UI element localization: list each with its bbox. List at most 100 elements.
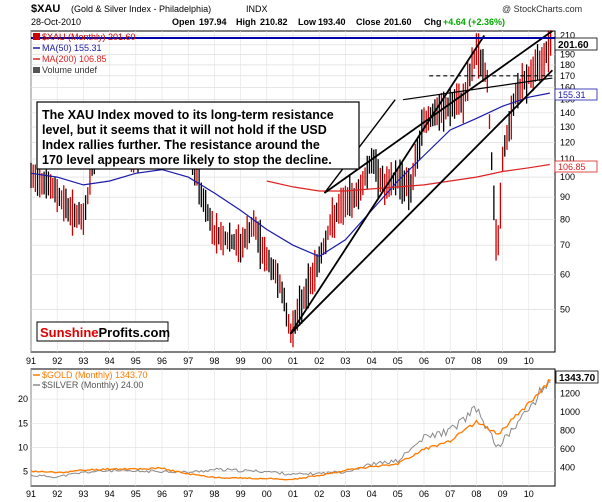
close-label: Close <box>356 17 381 27</box>
sunshine-profits-logo: SunshineProfits.com <box>36 321 170 342</box>
price-y-tick: 50 <box>560 304 570 314</box>
legend-ma50: MA(50) 155.31 <box>42 43 102 53</box>
channel-upper-line <box>289 35 486 335</box>
open-label: Open <box>172 17 195 27</box>
price-x-tick: 92 <box>52 356 62 366</box>
metals-plot <box>30 378 551 481</box>
metals-x-tick: 93 <box>78 489 88 499</box>
tag-gold: 1343.70 <box>559 373 596 384</box>
ma200-line <box>266 163 550 192</box>
logo-part-2: Profits <box>99 325 140 340</box>
annotation-box: The XAU Index moved to its long-term res… <box>36 101 360 170</box>
metals-x-tick: 94 <box>105 489 115 499</box>
ma50-line <box>30 92 550 258</box>
price-x-tick: 91 <box>26 356 36 366</box>
annotation-frame <box>36 101 360 170</box>
price-x-tick: 07 <box>445 356 455 366</box>
metals-x-tick: 07 <box>445 489 455 499</box>
silver-y-tick: 10 <box>18 442 28 452</box>
channel-left-line <box>323 99 396 194</box>
price-x-axis: 91 92 93 94 95 96 97 98 99 00 01 02 03 04 05 06 07 08 09 10 <box>26 356 534 366</box>
logo-frame <box>36 321 169 342</box>
price-y-tick: 110 <box>560 154 574 164</box>
price-x-tick: 01 <box>288 356 298 366</box>
price-x-tick: 04 <box>367 356 377 366</box>
price-y-tick: 210 <box>560 30 575 40</box>
price-x-tick: 00 <box>262 356 272 366</box>
price-x-tick: 95 <box>131 356 141 366</box>
gold-y-tick: 1200 <box>560 389 580 399</box>
price-tag-ma200: 106.85 <box>554 160 598 173</box>
annotation-line-3: Index rallies further. The resistance ar… <box>42 138 320 152</box>
annotation-line-4: 170 level appears more likely to stop th… <box>42 153 332 167</box>
high-label: High <box>236 17 256 27</box>
channel-lower-line <box>289 69 554 335</box>
legend-main: $XAU (Monthly) 201.60 <box>42 32 136 42</box>
chg-value: +4.64 (+2.36%) <box>443 17 505 27</box>
metals-grid <box>30 369 555 486</box>
price-x-tick: 10 <box>524 356 534 366</box>
price-x-tick: 99 <box>236 356 246 366</box>
resistance-line-gray <box>402 77 553 101</box>
price-y-tick: 160 <box>560 82 575 92</box>
legend-main-swatch <box>33 33 40 40</box>
legend-gold: $GOLD (Monthly) 1343.70 <box>42 370 148 380</box>
metals-x-tick: 06 <box>419 489 429 499</box>
metals-x-tick: 02 <box>314 489 324 499</box>
metals-x-tick: 05 <box>393 489 403 499</box>
metals-legend: $GOLD (Monthly) 1343.70 $SILVER (Monthly… <box>33 370 148 390</box>
gold-y-tick: 1000 <box>560 407 580 417</box>
gold-y-tick: 400 <box>560 463 575 473</box>
price-x-tick: 02 <box>314 356 324 366</box>
metals-x-tick: 08 <box>471 489 481 499</box>
metals-x-tick: 91 <box>26 489 36 499</box>
price-x-tick: 97 <box>183 356 193 366</box>
gold-y-tick: 600 <box>560 444 575 454</box>
price-legend: $XAU (Monthly) 201.60 MA(50) 155.31 MA(2… <box>33 32 136 75</box>
price-y-tick: 180 <box>560 60 575 70</box>
low-value: 193.40 <box>318 17 346 27</box>
price-y-tick: 90 <box>560 192 570 202</box>
price-x-tick: 05 <box>393 356 403 366</box>
chart-name: (Gold & Silver Index - Philadelphia) <box>71 4 211 14</box>
logo-part-1: Sunshine <box>40 325 99 340</box>
metals-x-tick: 99 <box>236 489 246 499</box>
chart-symbol: $XAU <box>31 3 60 15</box>
tag-close: 201.60 <box>558 40 589 51</box>
metals-x-tick: 09 <box>498 489 508 499</box>
silver-y-tick: 5 <box>23 467 28 477</box>
metals-x-tick: 98 <box>209 489 219 499</box>
logo-text: SunshineProfits.com <box>40 325 170 340</box>
metals-x-tick: 95 <box>131 489 141 499</box>
logo-part-3: .com <box>140 325 170 340</box>
annotation-line-2: level, but it seems that it will not hol… <box>42 123 327 137</box>
chg-label: Chg <box>424 17 442 27</box>
channel-upper-line-2 <box>323 30 553 194</box>
price-x-tick: 96 <box>157 356 167 366</box>
metals-x-tick: 03 <box>340 489 350 499</box>
price-y-tick: 130 <box>560 122 575 132</box>
metals-tag-gold: 1343.70 <box>555 370 599 384</box>
high-value: 210.82 <box>260 17 288 27</box>
price-y-tick: 60 <box>560 270 570 280</box>
silver-y-tick: 15 <box>18 418 28 428</box>
metals-x-tick: 92 <box>52 489 62 499</box>
metals-x-tick: 01 <box>288 489 298 499</box>
price-x-tick: 08 <box>471 356 481 366</box>
legend-volume: Volume undef <box>42 65 98 75</box>
legend-ma200: MA(200) 106.85 <box>42 54 107 64</box>
legend-silver: $SILVER (Monthly) 24.00 <box>42 380 143 390</box>
price-y-tick: 170 <box>560 71 575 81</box>
price-y-tick: 190 <box>560 50 575 60</box>
price-x-tick: 98 <box>209 356 219 366</box>
price-tag-ma50: 155.31 <box>554 88 598 101</box>
price-x-tick: 09 <box>498 356 508 366</box>
annotation-line-1: The XAU Index moved to its long-term res… <box>42 108 334 122</box>
metals-x-tick: 97 <box>183 489 193 499</box>
price-y-tick: 80 <box>560 215 570 225</box>
metals-x-axis: 91 92 93 94 95 96 97 98 99 00 01 02 03 04 05 06 07 08 09 10 <box>26 489 534 499</box>
price-grid <box>30 31 555 352</box>
price-x-tick: 06 <box>419 356 429 366</box>
price-y-tick: 120 <box>560 137 575 147</box>
price-plot <box>30 30 555 348</box>
